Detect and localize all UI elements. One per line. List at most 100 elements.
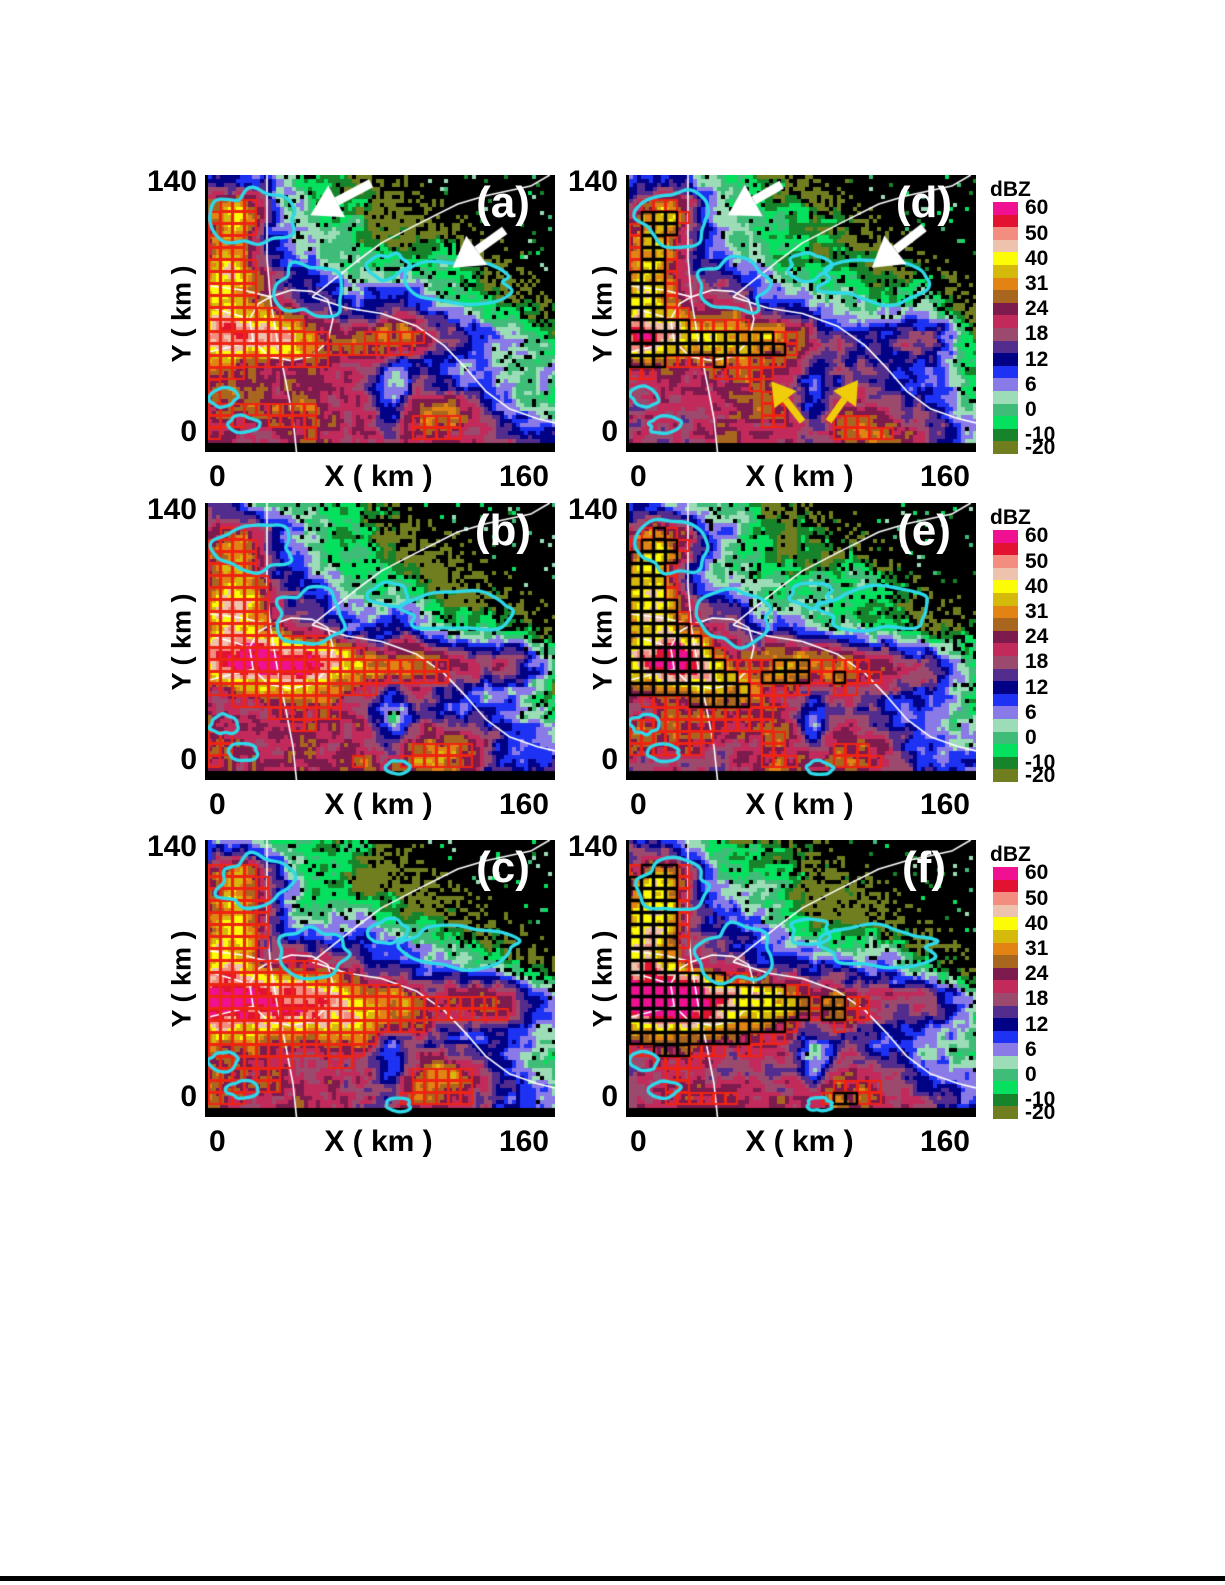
colorbar-cell bbox=[993, 340, 1018, 354]
colorbar-cells bbox=[993, 202, 1018, 454]
colorbar-cell bbox=[993, 706, 1018, 719]
colorbar-tick-label: 6 bbox=[1025, 372, 1037, 396]
colorbar-cell bbox=[993, 264, 1018, 278]
colorbar-cell bbox=[993, 403, 1018, 417]
colorbar-tick-label: -10 bbox=[1025, 1088, 1056, 1112]
colorbar-cell bbox=[993, 567, 1018, 581]
colorbar-cell bbox=[993, 1055, 1018, 1069]
colorbar-tick-label: -20 bbox=[1025, 763, 1056, 787]
x-axis-tick-min: 0 bbox=[630, 460, 647, 493]
colorbar-cell bbox=[993, 630, 1018, 644]
y-axis-tick-max: 140 bbox=[567, 830, 618, 863]
x-axis-tick-max: 160 bbox=[498, 1125, 549, 1158]
y-axis-tick-min: 0 bbox=[601, 415, 618, 448]
colorbar-tick-label: 24 bbox=[1025, 625, 1049, 649]
colorbar-tick-label: -10 bbox=[1025, 751, 1056, 775]
colorbar-cells bbox=[993, 867, 1018, 1119]
y-axis-tick-min: 0 bbox=[180, 1080, 197, 1113]
y-axis-title: Y ( km ) bbox=[587, 265, 618, 363]
x-axis-tick-max: 160 bbox=[498, 788, 549, 821]
colorbar-cell bbox=[993, 542, 1018, 556]
colorbar-cell bbox=[993, 580, 1018, 593]
radar-heatmap-e bbox=[626, 503, 976, 780]
x-axis-tick-min: 0 bbox=[630, 788, 647, 821]
colorbar-tick-label: 60 bbox=[1025, 196, 1049, 220]
colorbar-cell bbox=[993, 214, 1018, 228]
colorbar-tick-label: 50 bbox=[1025, 221, 1049, 245]
colorbar-tick-label: 31 bbox=[1025, 599, 1049, 623]
x-axis-title: X ( km ) bbox=[324, 1125, 433, 1158]
x-axis-tick-max: 160 bbox=[919, 460, 970, 493]
colorbar-title: dBZ bbox=[990, 506, 1031, 529]
panel-c: 140 Y ( km ) 0 (c) 0 X ( km ) 160 bbox=[125, 832, 570, 1177]
x-axis-tick-max: 160 bbox=[919, 788, 970, 821]
colorbar-cell bbox=[993, 917, 1018, 930]
colorbar-tick-label: 18 bbox=[1025, 322, 1049, 346]
y-axis-tick-max: 140 bbox=[567, 165, 618, 198]
colorbar-cell bbox=[993, 693, 1018, 707]
y-axis-title: Y ( km ) bbox=[166, 593, 197, 691]
y-axis-title: Y ( km ) bbox=[587, 930, 618, 1028]
x-axis-title: X ( km ) bbox=[324, 460, 433, 493]
colorbar-cell bbox=[993, 929, 1018, 943]
colorbar-cell bbox=[993, 353, 1018, 366]
colorbar-tick-label: 40 bbox=[1025, 574, 1049, 598]
x-axis-tick-min: 0 bbox=[209, 460, 226, 493]
colorbar-cell bbox=[993, 290, 1018, 303]
colorbar-cell bbox=[993, 327, 1018, 341]
y-axis-tick-max: 140 bbox=[146, 165, 197, 198]
colorbar-cell bbox=[993, 769, 1018, 782]
colorbar-row-3: dBZ 60 50 40 31 24 18 12 6 0 -10 -20 bbox=[986, 843, 1106, 1143]
colorbar-tick-label: 0 bbox=[1025, 1062, 1037, 1086]
colorbar-tick-label: 0 bbox=[1025, 725, 1037, 749]
colorbar-tick-label: 6 bbox=[1025, 1037, 1037, 1061]
colorbar-cell bbox=[993, 731, 1018, 745]
colorbar-cell bbox=[993, 416, 1018, 429]
colorbar-tick-label: 60 bbox=[1025, 861, 1049, 885]
panel-label-b: (b) bbox=[474, 506, 532, 555]
y-axis-tick-max: 140 bbox=[146, 493, 197, 526]
colorbar-cell bbox=[993, 315, 1018, 328]
x-axis-tick-min: 0 bbox=[630, 1125, 647, 1158]
colorbar-cell bbox=[993, 1018, 1018, 1031]
x-axis-title: X ( km ) bbox=[745, 460, 854, 493]
colorbar-cell bbox=[993, 718, 1018, 732]
colorbar-cell bbox=[993, 681, 1018, 694]
colorbar-tick-label: 24 bbox=[1025, 962, 1049, 986]
colorbar-cell bbox=[993, 239, 1018, 253]
colorbar-cell bbox=[993, 992, 1018, 1006]
colorbar-tick-label: 60 bbox=[1025, 524, 1049, 548]
colorbar-cell bbox=[993, 1005, 1018, 1019]
radar-heatmap-f bbox=[626, 840, 976, 1117]
colorbar-cell bbox=[993, 202, 1018, 215]
colorbar-cell bbox=[993, 904, 1018, 918]
colorbar-cell bbox=[993, 744, 1018, 757]
colorbar-cell bbox=[993, 390, 1018, 404]
y-axis-tick-min: 0 bbox=[180, 743, 197, 776]
page-bottom-rule bbox=[0, 1576, 1225, 1581]
panel-f: 140 Y ( km ) 0 (f) 0 X ( km ) 160 bbox=[546, 832, 991, 1177]
colorbar-cell bbox=[993, 967, 1018, 981]
y-axis-tick-min: 0 bbox=[601, 1080, 618, 1113]
colorbar-cells bbox=[993, 530, 1018, 782]
colorbar-tick-label: -20 bbox=[1025, 1100, 1056, 1124]
colorbar-cell bbox=[993, 277, 1018, 291]
colorbar-cell bbox=[993, 879, 1018, 893]
colorbar-tick-label: 6 bbox=[1025, 700, 1037, 724]
colorbar-tick-label: 31 bbox=[1025, 936, 1049, 960]
radar-heatmap-c bbox=[205, 840, 555, 1117]
radar-heatmap-a bbox=[205, 175, 555, 452]
colorbar-tick-label: -20 bbox=[1025, 435, 1056, 459]
colorbar-tick-label: 0 bbox=[1025, 397, 1037, 421]
colorbar-title: dBZ bbox=[990, 178, 1031, 201]
panel-label-c: (c) bbox=[476, 843, 530, 892]
colorbar-cell bbox=[993, 942, 1018, 956]
x-axis-tick-min: 0 bbox=[209, 788, 226, 821]
colorbar-tick-label: 40 bbox=[1025, 911, 1049, 935]
colorbar-cell bbox=[993, 441, 1018, 454]
x-axis-title: X ( km ) bbox=[324, 788, 433, 821]
colorbar-cell bbox=[993, 1093, 1018, 1107]
colorbar-cell bbox=[993, 655, 1018, 669]
colorbar-cell bbox=[993, 1106, 1018, 1119]
